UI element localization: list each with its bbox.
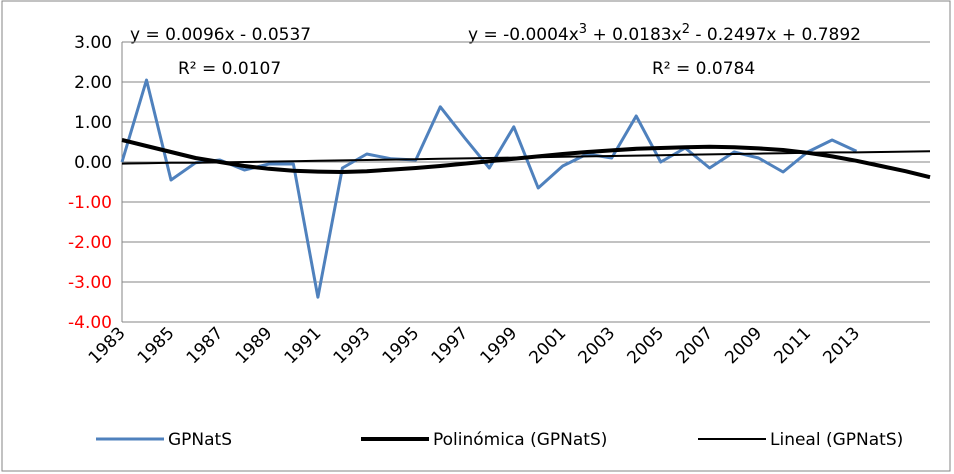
y-tick-label: -4.00 (68, 313, 112, 333)
linear-equation: y = 0.0096x - 0.0537 (130, 25, 311, 45)
y-tick-label: -1.00 (68, 193, 112, 213)
y-tick-label: -2.00 (68, 233, 112, 253)
series-line (121, 150, 931, 165)
y-tick-label: 3.00 (74, 33, 112, 53)
poly-equation: y = -0.0004x3 + 0.0183x2 - 0.2497x + 0.7… (468, 22, 861, 46)
equation-part: y = -0.0004x (468, 25, 579, 45)
superscript: 2 (682, 22, 690, 37)
y-tick-label: 2.00 (74, 73, 112, 93)
y-tick-label: 1.00 (74, 113, 112, 133)
legend-label: GPNatS (168, 430, 232, 450)
equation-part: + 0.0183x (587, 25, 682, 45)
equation-part: - 0.2497x + 0.7892 (690, 25, 861, 45)
superscript: 3 (579, 22, 587, 37)
series-line (120, 78, 858, 299)
y-tick-label: -3.00 (68, 273, 112, 293)
legend-label: Polinómica (GPNatS) (433, 430, 607, 450)
poly-r2: R² = 0.0784 (652, 59, 755, 79)
y-tick-label: 0.00 (74, 153, 112, 173)
legend-label: Lineal (GPNatS) (770, 430, 903, 450)
linear-r2: R² = 0.0107 (178, 59, 281, 79)
